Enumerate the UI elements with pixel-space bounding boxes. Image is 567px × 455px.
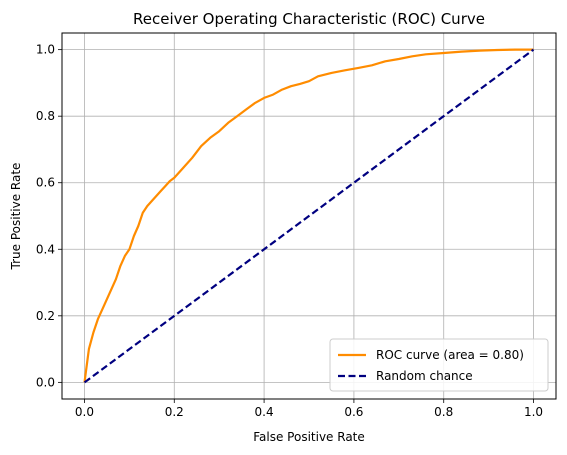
x-tick-label: 0.6 xyxy=(344,405,363,419)
roc-curve-line xyxy=(83,48,534,383)
y-tick-label: 0.8 xyxy=(36,109,55,123)
x-axis-label: False Positive Rate xyxy=(253,430,365,444)
x-tick-label: 0.0 xyxy=(75,405,94,419)
x-tick-label: 1.0 xyxy=(524,405,543,419)
legend-label-roc-curve: ROC curve (area = 0.80) xyxy=(376,348,524,362)
y-axis-label: True Positive Rate xyxy=(9,163,23,271)
x-tick-label: 0.4 xyxy=(255,405,274,419)
x-tick-label: 0.2 xyxy=(165,405,184,419)
legend-label-random-chance: Random chance xyxy=(376,369,473,383)
plot-frame xyxy=(61,32,557,400)
y-tick-label: 0.4 xyxy=(36,242,55,256)
random-chance-line xyxy=(83,48,535,384)
x-tick-label: 0.8 xyxy=(434,405,453,419)
axis-ticks: 0.0 0.2 0.4 0.6 0.8 1.0 0.0 0.2 0.4 0.6 0.8 1.0 xyxy=(36,43,543,419)
legend: ROC curve (area = 0.80) Random chance xyxy=(329,338,549,392)
chart-title: Receiver Operating Characteristic (ROC) … xyxy=(133,10,485,28)
y-tick-label: 0.0 xyxy=(36,375,55,389)
y-tick-label: 1.0 xyxy=(36,43,55,57)
legend-box xyxy=(329,338,549,392)
y-tick-label: 0.6 xyxy=(36,176,55,190)
grid xyxy=(62,33,556,399)
y-tick-label: 0.2 xyxy=(36,309,55,323)
plot-series xyxy=(83,48,535,384)
